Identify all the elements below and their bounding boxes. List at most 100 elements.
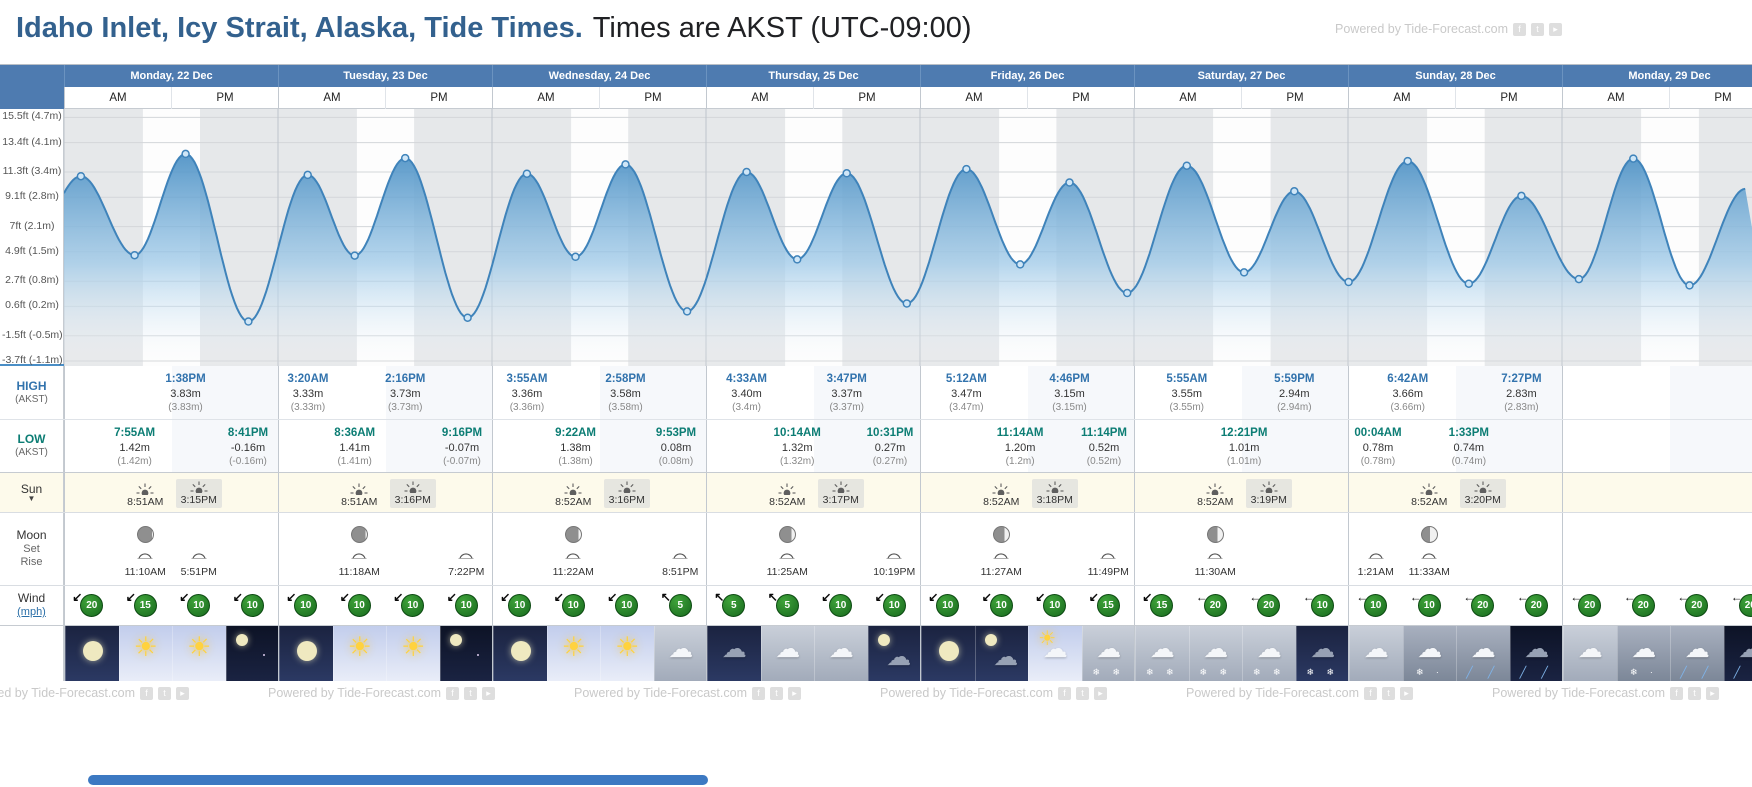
tide-height-paren: (3.33m) [290, 402, 326, 414]
moon-icon [877, 634, 890, 646]
weather-tile-cloudy: ☁ [814, 626, 868, 681]
tide-height: 1.01m [1228, 441, 1260, 454]
low-day-cell [1562, 420, 1752, 472]
social-icon-1[interactable]: f [1513, 22, 1526, 36]
wind-direction-arrow: ← [1463, 590, 1476, 604]
weather-day-cell: ☁ ☁ ❄ ∙ ☁ ╱ ╱ ☁ ╱ ╱ [1348, 626, 1563, 681]
high-day-cell [1134, 366, 1349, 419]
sunset-item: 3:20PM [1456, 473, 1510, 512]
social-icon-2[interactable]: t [770, 686, 783, 700]
sunset-time: 3:19PM [1250, 494, 1287, 506]
watermark-footer[interactable]: Powered by Tide-Forecast.com ft ▸ [0, 686, 189, 700]
weather-tile-sunny: ☀ [546, 626, 600, 681]
moon-item: 11:25AM [761, 513, 815, 585]
pm-cell: PM [385, 87, 492, 109]
tide-height: 3.40m [731, 387, 762, 400]
moon-time: 11:25AM [766, 566, 808, 578]
wind-badge: ↖ 5 [661, 590, 692, 617]
social-icon-2[interactable]: t [1382, 686, 1395, 700]
tide-extreme-dot [130, 250, 139, 260]
social-icon-1[interactable]: f [1058, 686, 1071, 700]
watermark-top[interactable]: Powered by Tide-Forecast.com f t ▸ [1335, 22, 1562, 36]
watermark-text: Powered by Tide-Forecast.com [880, 686, 1053, 700]
sun-icon: ☀ [133, 632, 158, 662]
wind-slot: ←20 [1724, 586, 1752, 625]
tide-extreme-dot [842, 169, 851, 178]
tide-time: 7:27PM [1501, 373, 1542, 385]
sun-day-cell: 8:51AM 3:16PM [278, 473, 492, 512]
social-icon-3[interactable]: ▸ [1549, 22, 1562, 36]
snow-icon: ❄ ❄ [1252, 667, 1286, 677]
wind-slot: ↙ 10 [386, 586, 440, 625]
wind-direction-arrow: ↖ [767, 590, 778, 604]
tide-height: 3.33m [292, 387, 324, 400]
social-icon-3[interactable]: ▸ [1094, 686, 1107, 700]
sunset-icon [404, 481, 422, 494]
tide-height-paren: (2.94m) [1277, 402, 1312, 414]
pm-cell: PM [1455, 87, 1562, 109]
social-icon-2[interactable]: t [1688, 686, 1701, 700]
social-icon-3[interactable]: ▸ [176, 686, 189, 700]
social-icon-1[interactable]: f [140, 686, 153, 700]
social-icon-2[interactable]: t [158, 686, 171, 700]
sun-label: Sun [20, 481, 43, 496]
wind-slot: ↖ 5 [654, 586, 708, 625]
am-cell: AM [1562, 87, 1669, 109]
social-icon-2[interactable]: t [1076, 686, 1089, 700]
wind-badge: ←20 [1517, 590, 1548, 617]
snow-icon: ❄ ❄ [1092, 667, 1126, 677]
weather-tile-sunny: ☀ [600, 626, 654, 681]
social-icon-1[interactable]: f [752, 686, 765, 700]
sun-icon: ☀ [1038, 628, 1057, 650]
tide-height: -0.07m [444, 441, 480, 454]
high-tz-label: (AKST) [15, 393, 48, 405]
wind-slot: ↙ 10 [279, 586, 333, 625]
moon-day-cell: 11:22AM 8:51PM [492, 513, 706, 585]
sunrise-icon [350, 483, 368, 496]
social-icon-3[interactable]: ▸ [1400, 686, 1413, 700]
tide-time: 2:16PM [385, 373, 426, 385]
high-day-cell [492, 366, 707, 419]
day-header-body: Monday, 22 Dec Tuesday, 23 Dec Wednesday, … [64, 65, 1752, 87]
moon-risset-arc-icon [886, 546, 902, 564]
tide-height-paren: (3.73m) [388, 402, 423, 414]
social-icon-2[interactable]: t [1531, 22, 1544, 36]
moon-risset-arc-icon [137, 546, 153, 564]
am-cell: AM [278, 87, 385, 109]
social-icon-3[interactable]: ▸ [482, 686, 495, 700]
low-day-cell [64, 420, 279, 472]
tide-height: 3.15m [1054, 387, 1085, 400]
wind-direction-arrow: ← [1623, 590, 1636, 604]
high-day-cell [920, 366, 1135, 419]
social-icon-2[interactable]: t [464, 686, 477, 700]
weather-tile-night [225, 626, 279, 681]
sunset-icon [832, 481, 850, 494]
low-body: 7:55AM 1.42m (1.42m) 8:41PM -0.16m (-0.16m) 8:… [64, 420, 1752, 472]
wind-unit-link[interactable]: (mph) [17, 606, 46, 619]
tide-height-paren: (0.78m) [1360, 456, 1396, 468]
cloud-icon: ☁ [1684, 635, 1710, 663]
sunrise-icon [1420, 483, 1438, 496]
social-icon-3[interactable]: ▸ [788, 686, 801, 700]
wind-badge: ↙ 15 [1142, 590, 1174, 617]
day-label: Friday, 26 Dec [920, 65, 1134, 87]
social-icon-1[interactable]: f [1364, 686, 1377, 700]
weather-tile-sleet: ☁ ❄ ∙ [1402, 626, 1456, 681]
tide-height-paren: (3.47m) [949, 402, 984, 414]
cloud-icon: ☁ [1725, 634, 1752, 664]
wind-badge: ↙ 10 [554, 590, 585, 617]
moon-risset-arc-icon [1100, 546, 1116, 564]
social-icon-1[interactable]: f [1670, 686, 1683, 700]
sun-day-cell: 8:52AM 3:17PM [706, 473, 920, 512]
sunrise-item: 8:52AM [1403, 473, 1457, 512]
social-icon-1[interactable]: f [446, 686, 459, 700]
sun-collapse-toggle[interactable]: ▼ [27, 494, 36, 504]
horizontal-scrollbar[interactable] [88, 775, 708, 785]
social-icon-3[interactable]: ▸ [1706, 686, 1719, 700]
sunrise-time: 8:52AM [1197, 496, 1234, 508]
